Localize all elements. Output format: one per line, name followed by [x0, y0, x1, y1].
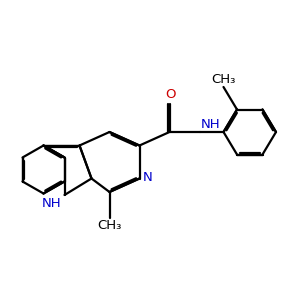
Text: NH: NH — [41, 197, 61, 210]
Text: NH: NH — [201, 118, 220, 130]
Text: O: O — [165, 88, 175, 100]
Text: CH₃: CH₃ — [211, 73, 236, 85]
Text: N: N — [142, 171, 152, 184]
Text: CH₃: CH₃ — [97, 219, 122, 232]
